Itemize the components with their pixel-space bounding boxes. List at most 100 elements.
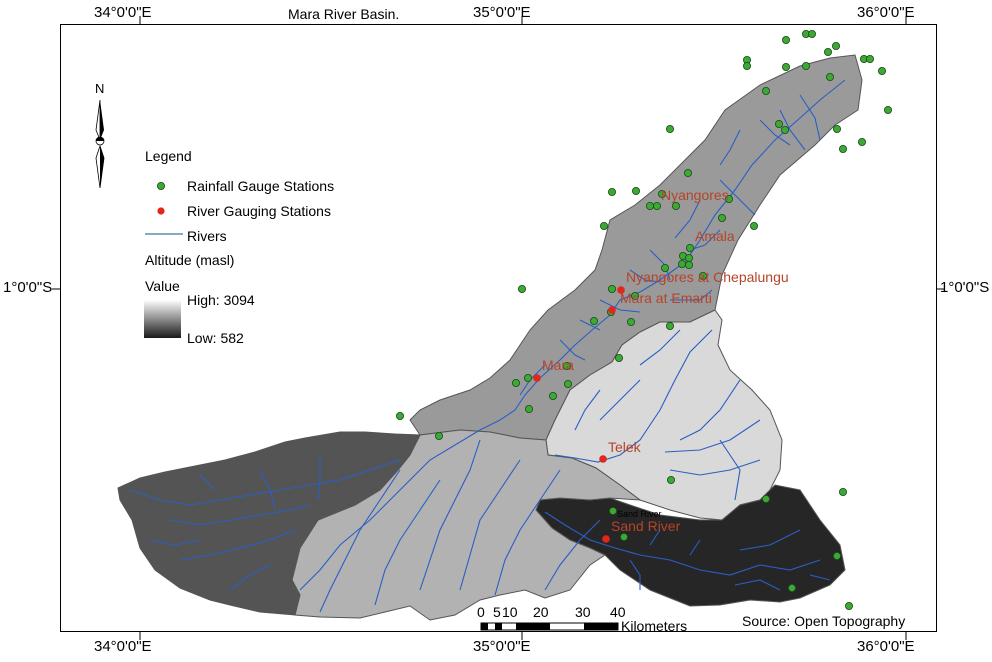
rainfall-station [685,253,694,262]
label-sand-river-small: Sand River [617,509,662,519]
rainfall-station [686,243,695,252]
rainfall-station [743,62,752,71]
rainfall-station [750,221,759,230]
basin-polygons [117,54,863,621]
rainfall-station [646,201,655,210]
scale-bar: 0 5 10 20 30 40 Kilometers [477,604,687,634]
bottom-axis-label-35e: 35°0'0"E [473,638,531,655]
scale-tick-0: 0 [477,604,485,620]
rainfall-station [781,126,790,135]
rainfall-station [884,106,893,115]
bottom-axis-label-34e: 34°0'0"E [94,638,152,655]
gauge-emarti [608,306,616,314]
rainfall-station [839,487,848,496]
rainfall-station [512,378,521,387]
rainfall-station [525,404,534,413]
rainfall-station [666,125,675,134]
rainfall-station [563,361,572,370]
river-network [129,79,846,613]
rainfall-station [782,36,791,45]
rainfall-station [620,533,629,542]
left-axis-label-1s: 1°0'0"S [3,279,53,296]
north-label: N [95,81,104,96]
rainfall-station [762,494,771,503]
rainfall-station [839,144,848,153]
rainfall-station [518,284,527,293]
axis-ticks [52,16,945,640]
rainfall-station [615,353,624,362]
label-sand-river: Sand River [611,518,681,534]
legend-rivers-label: Rivers [187,228,227,244]
bottom-axis-label-36e: 36°0'0"E [857,638,915,655]
rainfall-station [832,42,841,51]
source-credit: Source: Open Topography [742,613,905,629]
rainfall-station [782,63,791,72]
legend-high-label: High: 3094 [187,292,255,308]
rainfall-station [678,259,687,268]
rainfall-station [866,55,875,64]
gauge-mara [533,374,541,382]
rainfall-station [802,62,811,71]
map-title: Mara River Basin. [288,6,400,22]
rainfall-station [609,506,618,515]
gauge-chepalungu [617,286,625,294]
rainfall-station [661,263,670,272]
legend-rainfall-symbol [156,181,165,190]
rainfall-station [631,291,640,300]
rainfall-station [699,271,708,280]
legend-title: Legend [145,148,192,164]
scale-tick-40: 40 [610,604,626,620]
rainfall-station [666,321,675,330]
river-gauging-stations [533,286,625,543]
label-mara: Mara [542,357,574,373]
rainfall-station [608,284,617,293]
rainfall-station [845,602,854,611]
rainfall-station [658,189,667,198]
top-axis-label-34e: 34°0'0"E [94,4,152,21]
rainfall-station [608,187,617,196]
rainfall-station [878,67,887,76]
rainfall-station [833,552,842,561]
rainfall-station [590,316,599,325]
map-frame [60,24,937,632]
right-axis-label-1s: 1°0'0"S [940,279,990,296]
rainfall-station [824,48,833,57]
scale-tick-5: 5 [493,604,501,620]
legend-altitude-ramp [144,300,181,338]
top-axis-label-35e: 35°0'0"E [473,4,531,21]
label-emarti: Mara at Emarti [620,290,712,306]
label-nyangores: Nyangores [661,187,729,203]
legend-rainfall-label: Rainfall Gauge Stations [187,178,335,194]
top-axis-label-36e: 36°0'0"E [857,4,915,21]
rainfall-station [762,87,771,96]
station-labels: Nyangores Amala Nyangores at Chepalungu … [542,187,789,534]
gauge-telek [599,455,607,463]
rainfall-station [549,391,558,400]
rainfall-station [672,201,681,210]
rainfall-stations [395,29,893,611]
legend-gauge-symbol [157,207,165,215]
rainfall-station [564,379,573,388]
gauge-sand-river [602,535,610,543]
lower-west-subbasin [117,431,421,616]
scale-unit: Kilometers [621,618,687,634]
rainfall-station [524,373,533,382]
scale-tick-10: 10 [502,604,518,620]
rainfall-station [833,125,842,134]
rainfall-station [600,221,609,230]
rainfall-station [718,213,727,222]
rainfall-station [808,29,817,38]
label-chepalungu: Nyangores at Chepalungu [626,269,789,285]
rainfall-station [434,431,443,440]
rainfall-station [395,411,404,420]
rainfall-station [632,186,641,195]
rainfall-station [684,168,693,177]
north-arrow-icon: N [95,81,105,189]
rainfall-station [725,194,734,203]
label-telek: Telek [608,439,642,455]
rainfall-station [858,137,867,146]
legend-symbols [144,181,183,338]
legend-altitude-title: Altitude (masl) [145,252,235,268]
rainfall-station [775,120,784,129]
